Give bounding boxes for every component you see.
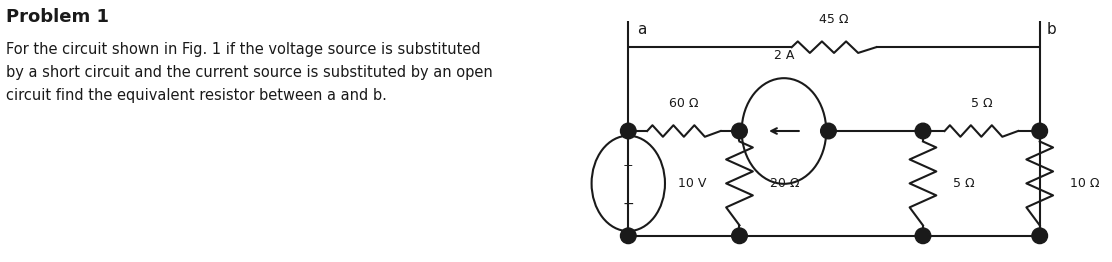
Ellipse shape	[1032, 228, 1048, 244]
Ellipse shape	[915, 123, 931, 139]
Text: Problem 1: Problem 1	[6, 8, 109, 26]
Text: 45 Ω: 45 Ω	[820, 13, 848, 26]
Text: For the circuit shown in Fig. 1 if the voltage source is substituted
by a short : For the circuit shown in Fig. 1 if the v…	[6, 42, 493, 102]
Ellipse shape	[620, 123, 636, 139]
Ellipse shape	[821, 123, 836, 139]
Text: −: −	[623, 196, 634, 210]
Text: 20 Ω: 20 Ω	[770, 177, 800, 190]
Ellipse shape	[915, 228, 931, 244]
Text: 10 Ω: 10 Ω	[1070, 177, 1100, 190]
Text: 2 A: 2 A	[774, 50, 794, 62]
Text: 5 Ω: 5 Ω	[953, 177, 974, 190]
Text: 10 V: 10 V	[678, 177, 707, 190]
Text: 60 Ω: 60 Ω	[669, 96, 698, 110]
Ellipse shape	[732, 228, 747, 244]
Text: 5 Ω: 5 Ω	[971, 96, 992, 110]
Text: a: a	[637, 22, 646, 37]
Ellipse shape	[732, 123, 747, 139]
Ellipse shape	[620, 228, 636, 244]
Text: +: +	[623, 159, 634, 172]
Ellipse shape	[1032, 123, 1048, 139]
Text: b: b	[1046, 22, 1056, 37]
